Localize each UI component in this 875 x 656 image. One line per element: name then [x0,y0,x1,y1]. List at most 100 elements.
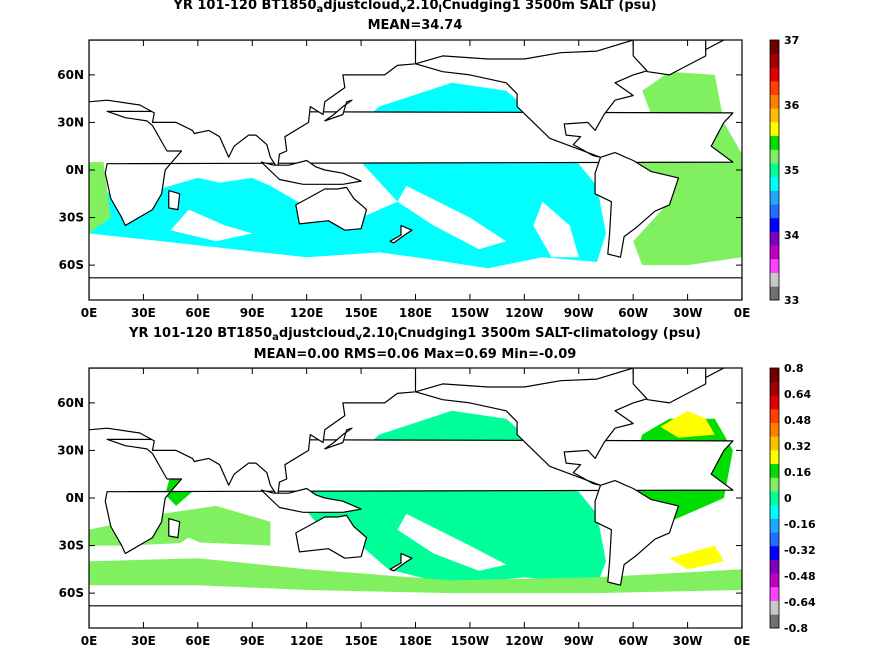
colorbar-swatch [770,204,779,219]
colorbar-swatch [770,491,779,506]
colorbar-swatch [770,477,779,492]
bottom-title-part: Cnudging1 3500m SALT-climatology (psu) [397,326,701,341]
colorbar-swatch [770,504,779,519]
colorbar-swatch [770,381,779,396]
colorbar-tick-label: -0.64 [784,596,816,609]
x-tick-label: 0E [734,306,751,320]
colorbar-1: 0.8 0.64 0.48 0.32 0.16 0 -0.16 -0.32 -0.48 -0.64… [769,362,816,635]
y-tick-label: 60N [57,396,84,410]
land-eurasia [89,40,417,169]
colorbar-swatch [770,463,779,478]
x-tick-label: 30E [131,306,156,320]
colorbar-tick-label: 37 [784,34,799,47]
x-tick-label: 60W [618,306,648,320]
map-panel-1: 0E 30E 60E 90E 120E 150E 180E 150W 120W 90W 60W 30W… [57,367,751,648]
y-tick-label: 30S [59,539,84,553]
x-tick-label: 60E [185,306,210,320]
x-tick-label: 90W [564,634,594,648]
land-greenland [632,40,707,76]
top-title-part: Cnudging1 3500m SALT (psu) [441,0,657,13]
land-greenland [632,368,707,404]
top-title-sub: a [316,4,324,15]
colorbar-swatch [770,258,779,273]
x-tick-label: 90E [240,634,265,648]
colorbar-swatch [770,108,779,123]
colorbar-swatch [770,559,779,574]
land-madagascar [168,190,181,211]
colorbar-swatch [770,436,779,451]
colorbar-frame [769,39,780,301]
colorbar-swatch [770,545,779,560]
y-tick-label: 30S [59,211,84,225]
x-tick-label: 120W [505,634,543,648]
x-tick-label: 30W [673,634,703,648]
y-tick-label: 60S [59,258,84,272]
colorbar-swatch [770,450,779,465]
land-samerica [594,152,680,258]
x-tick-label: 90W [564,306,594,320]
x-tick-label: 120W [505,306,543,320]
colorbar-swatch [770,163,779,178]
bottom-title-part: 2.10 [362,326,395,341]
colorbar-swatch [770,40,779,54]
y-tick-label: 60N [57,68,84,82]
map-field [89,368,742,628]
x-tick-label: 30E [131,634,156,648]
colorbar-swatch [770,176,779,191]
bottom-title-sub: a [272,332,279,343]
y-tick-label: 0N [66,491,84,505]
x-tick-label: 120E [290,306,323,320]
colorbar-tick-label: 36 [784,99,800,112]
bottom-title-part: djustcloud [278,326,356,341]
bottom-title-sub: l [394,332,398,343]
colorbar-swatch [770,245,779,260]
east-atlantic-region [89,162,111,234]
y-tick-label: 30N [57,443,84,457]
land-samerica [594,480,680,586]
land-australia [295,186,368,231]
colorbar-swatch [770,368,779,382]
colorbar-tick-label: -0.48 [784,570,816,583]
land-japan [324,427,353,450]
colorbar-swatch [770,135,779,150]
colorbar-0: 37 36 35 34 33 [769,34,800,307]
map-field [89,40,742,300]
x-tick-label: 60E [185,634,210,648]
colorbar-swatch [770,395,779,410]
colorbar-tick-label: 0.16 [784,466,811,479]
colorbar-swatch [770,518,779,533]
colorbar-swatch [770,573,779,588]
colorbar-swatch [770,81,779,96]
colorbar-swatch [770,217,779,232]
top-title-sub: v [399,4,407,15]
x-tick-label: 0E [734,634,751,648]
top-title-part: djustcloud [323,0,400,13]
colorbar-swatch [770,532,779,547]
y-tick-label: 60S [59,586,84,600]
colorbar-swatch [770,272,779,287]
land-madagascar [168,518,181,539]
north-atlantic-yellow [660,410,715,438]
top-title-part: 2.10 [406,0,439,13]
bottom-title-sub: v [355,332,363,343]
land-indonesia [260,159,362,185]
x-tick-label: 30W [673,306,703,320]
gap-indian [170,537,253,559]
y-tick-label: 0N [66,163,84,177]
land-nz [389,224,413,244]
x-tick-label: 150E [344,306,377,320]
south-atlantic-yellow [669,545,724,570]
x-tick-label: 150E [344,634,377,648]
top-title-part: YR 101-120 BT1850 [173,0,317,13]
colorbar-swatch [770,190,779,205]
colorbar-swatch [770,614,779,629]
x-tick-label: 150W [451,306,489,320]
colorbar-swatch [770,409,779,424]
x-tick-label: 180E [399,306,432,320]
land-eurasia [89,368,417,497]
colorbar-tick-label: 0.8 [784,362,804,375]
colorbar-swatch [770,94,779,109]
colorbar-swatch [770,600,779,615]
top-title-sub: l [438,4,442,15]
